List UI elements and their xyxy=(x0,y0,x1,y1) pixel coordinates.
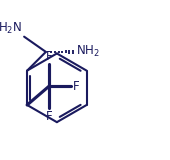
Text: F: F xyxy=(72,80,79,93)
Text: H$_2$N: H$_2$N xyxy=(0,21,23,36)
Text: NH$_2$: NH$_2$ xyxy=(76,44,100,59)
Text: F: F xyxy=(46,110,52,123)
Text: F: F xyxy=(46,50,52,63)
